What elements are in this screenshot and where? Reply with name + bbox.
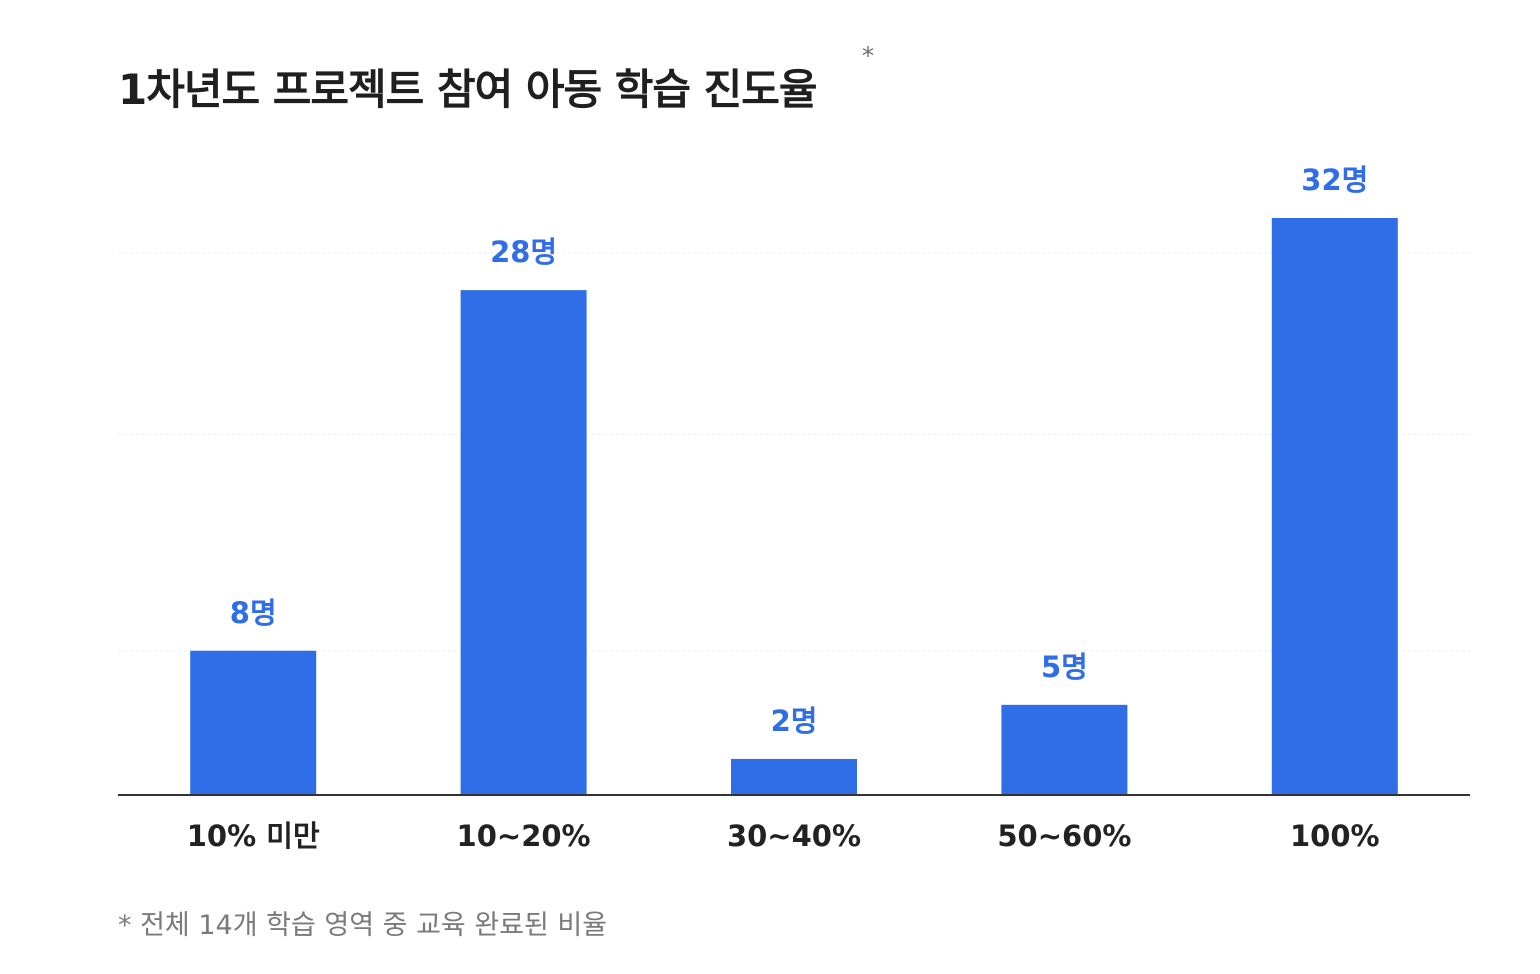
bar-value-label-2: 2명 xyxy=(771,704,818,738)
title-footnote-mark: * xyxy=(862,42,874,70)
bar-1 xyxy=(460,290,587,795)
footnote: * 전체 14개 학습 영역 중 교육 완료된 비율 xyxy=(118,910,608,941)
bar-value-label-4: 32명 xyxy=(1301,163,1368,197)
bar-3 xyxy=(1001,704,1128,795)
bars xyxy=(190,218,1398,795)
bar-value-labels: 8명 28명 2명 5명 32명 xyxy=(230,163,1369,738)
bar-value-label-3: 5명 xyxy=(1041,650,1088,684)
x-tick-label-0: 10% 미만 xyxy=(187,819,320,853)
bar-value-label-0: 8명 xyxy=(230,596,277,630)
grid-lines xyxy=(118,252,1470,652)
page-title: 1차년도 프로젝트 참여 아동 학습 진도율 xyxy=(118,65,818,114)
x-tick-label-1: 10~20% xyxy=(457,819,591,853)
bar-4 xyxy=(1271,218,1398,795)
bar-2 xyxy=(731,758,857,795)
bar-0 xyxy=(190,650,317,795)
x-tick-label-2: 30~40% xyxy=(727,819,861,853)
x-tick-label-3: 50~60% xyxy=(997,819,1131,853)
bar-value-label-1: 28명 xyxy=(490,235,557,269)
x-tick-label-4: 100% xyxy=(1290,819,1380,853)
x-axis-tick-labels: 10% 미만 10~20% 30~40% 50~60% 100% xyxy=(187,819,1380,853)
